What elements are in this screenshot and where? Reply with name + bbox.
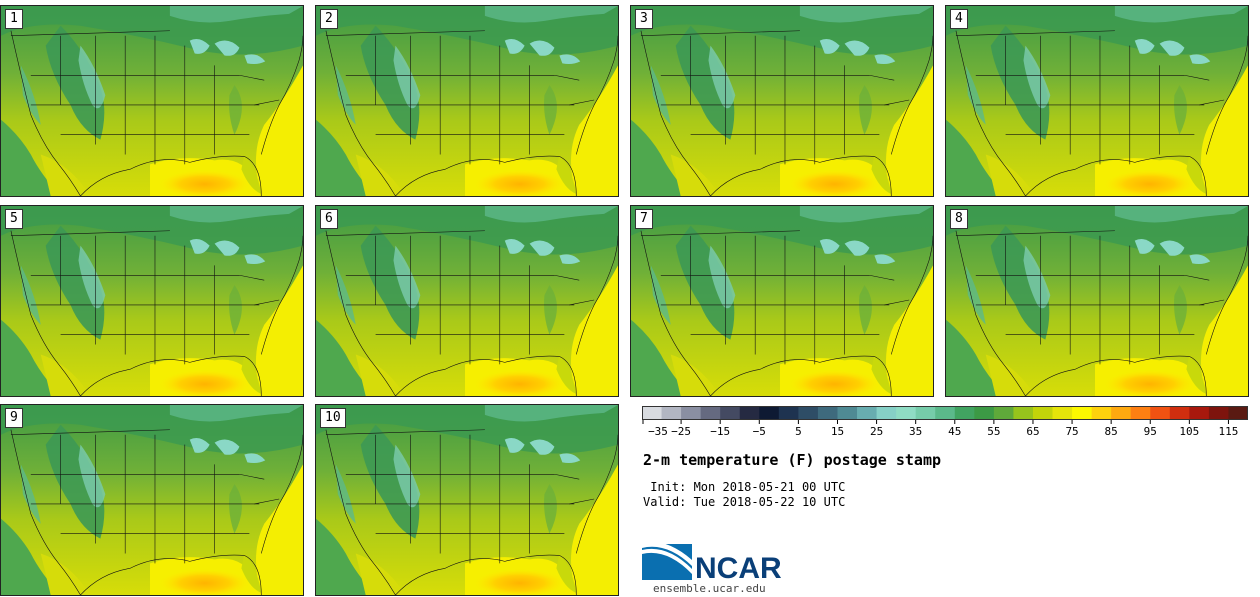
colorbar-bin — [954, 406, 975, 420]
member-label: 1 — [5, 9, 23, 29]
colorbar-tick-label: 105 — [1179, 425, 1199, 438]
colorbar-tick-label: 85 — [1105, 425, 1118, 438]
colorbar-bin — [1052, 406, 1073, 420]
colorbar-bin — [915, 406, 936, 420]
colorbar-bin — [974, 406, 995, 420]
member-label: 3 — [635, 9, 653, 29]
colorbar-bin — [759, 406, 780, 420]
temperature-map — [631, 6, 933, 196]
colorbar-tick-label: 25 — [870, 425, 883, 438]
member-panel: 6 — [315, 205, 619, 397]
colorbar-bin — [857, 406, 878, 420]
colorbar-bin — [661, 406, 682, 420]
colorbar-bin — [993, 406, 1014, 420]
colorbar-bin — [739, 406, 760, 420]
member-label: 6 — [320, 209, 338, 229]
colorbar-tick-label: −25 — [671, 425, 691, 438]
member-label: 9 — [5, 408, 23, 428]
temperature-colorbar: −35 −25 −15 −5 5 15 25 35 45 55 65 75 85 95 105 115 — [642, 406, 1248, 438]
member-panel: 8 — [945, 205, 1249, 397]
colorbar-bin — [700, 406, 721, 420]
colorbar-bin — [1189, 406, 1210, 420]
member-panel: 3 — [630, 5, 934, 197]
temperature-map — [1, 6, 303, 196]
colorbar-tick-label: 35 — [909, 425, 922, 438]
member-label: 4 — [950, 9, 968, 29]
colorbar-bin — [1208, 406, 1229, 420]
colorbar-tick-label: 95 — [1144, 425, 1157, 438]
member-panel: 7 — [630, 205, 934, 397]
member-panel: 4 — [945, 5, 1249, 197]
colorbar-bin — [935, 406, 956, 420]
colorbar-bin — [1072, 406, 1093, 420]
member-label: 2 — [320, 9, 338, 29]
colorbar-bin — [681, 406, 702, 420]
colorbar-bin — [1091, 406, 1112, 420]
member-panel: 5 — [0, 205, 304, 397]
colorbar-tick-label: 15 — [831, 425, 844, 438]
colorbar-tick-label: −35 — [648, 425, 668, 438]
colorbar-bin — [642, 406, 663, 420]
temperature-map — [946, 6, 1248, 196]
member-label: 8 — [950, 209, 968, 229]
colorbar-bin — [798, 406, 819, 420]
colorbar-tick-label: −5 — [753, 425, 766, 438]
colorbar-bin — [817, 406, 838, 420]
chart-title: 2-m temperature (F) postage stamp — [643, 451, 942, 469]
colorbar-bin — [1150, 406, 1171, 420]
temperature-map — [316, 6, 618, 196]
colorbar-bin — [778, 406, 799, 420]
colorbar-tick-label: 75 — [1065, 425, 1078, 438]
member-panel: 10 — [315, 404, 619, 596]
colorbar-tick-label: 55 — [987, 425, 1000, 438]
colorbar-tick-label: 5 — [795, 425, 802, 438]
colorbar-bin — [1130, 406, 1151, 420]
temperature-map — [316, 405, 618, 595]
colorbar-bin — [1013, 406, 1034, 420]
logo-text: NCAR — [695, 552, 782, 582]
colorbar-bin — [1111, 406, 1132, 420]
colorbar-bin — [720, 406, 741, 420]
colorbar-bin — [1228, 406, 1248, 420]
member-label: 10 — [320, 408, 346, 428]
colorbar-bin — [896, 406, 917, 420]
temperature-map — [631, 206, 933, 396]
member-label: 5 — [5, 209, 23, 229]
temperature-map — [1, 206, 303, 396]
temperature-map — [1, 405, 303, 595]
colorbar-bin — [1169, 406, 1190, 420]
colorbar-bin — [1032, 406, 1054, 420]
member-panel: 1 — [0, 5, 304, 197]
member-panel: 9 — [0, 404, 304, 596]
temperature-map — [316, 206, 618, 396]
member-label: 7 — [635, 209, 653, 229]
website-url: ensemble.ucar.edu — [653, 582, 766, 595]
colorbar-frame — [642, 406, 1248, 420]
colorbar-tick-label: 115 — [1219, 425, 1239, 438]
colorbar-tick-label: −15 — [710, 425, 730, 438]
colorbar-bin — [876, 406, 897, 420]
ncar-logo: NCAR — [642, 541, 782, 582]
colorbar-bin — [837, 406, 858, 420]
valid-time: Valid: Tue 2018-05-22 10 UTC — [643, 495, 846, 509]
colorbar-tick-label: 65 — [1026, 425, 1039, 438]
colorbar-tick-label: 45 — [948, 425, 961, 438]
temperature-map — [946, 206, 1248, 396]
init-time: Init: Mon 2018-05-21 00 UTC — [643, 480, 846, 494]
member-panel: 2 — [315, 5, 619, 197]
